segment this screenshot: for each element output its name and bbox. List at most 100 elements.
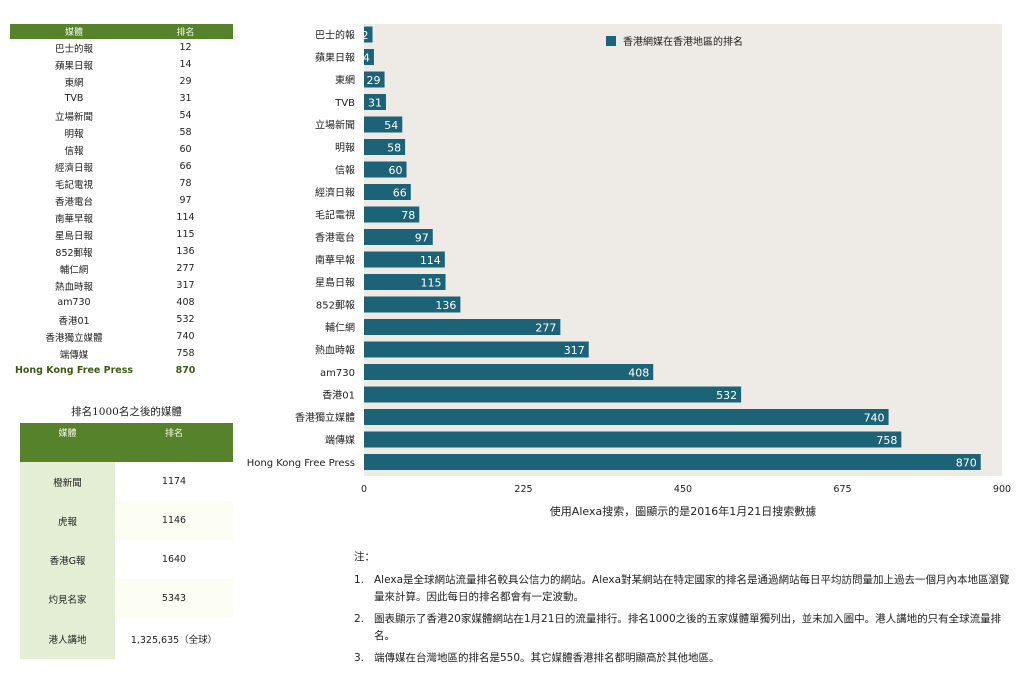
note-item: 3. 端傳媒在台灣地區的排名是550。其它媒體香港排名都明顯高於其他地區。 xyxy=(354,650,1014,667)
table-row: 852郵報 136 xyxy=(10,243,233,260)
data-label: 31 xyxy=(368,97,382,110)
below-1000-header: 媒體 排名 xyxy=(20,423,233,462)
notes-heading: 注： xyxy=(354,551,375,563)
table-row: 巴士的報 12 xyxy=(10,39,233,56)
data-label: 277 xyxy=(535,322,556,335)
media-name-cell: 立場新聞 xyxy=(54,111,93,123)
data-label: 78 xyxy=(401,209,415,222)
table-row: TVB 31 xyxy=(10,90,233,107)
header-rank: 排名 xyxy=(138,24,233,39)
bar xyxy=(364,364,654,380)
category-label: am730 xyxy=(320,368,355,379)
table-row: 立場新聞 54 xyxy=(10,107,233,124)
media-name-cell: 852郵報 xyxy=(55,247,93,259)
category-label: 信報 xyxy=(335,165,355,177)
category-label: 巴士的報 xyxy=(315,29,355,42)
bar xyxy=(364,161,407,178)
rank-cell: 1,325,635（全球） xyxy=(115,618,233,659)
note-item: 1. Alexa是全球網站流量排名較具公信力的網站。Alexa對某網站在特定國家的… xyxy=(354,572,1014,606)
media-name-cell: 港人講地 xyxy=(20,618,115,659)
category-label: 蘋果日報 xyxy=(315,52,355,64)
media-name-cell: 經濟日報 xyxy=(54,162,93,174)
rank-cell: 114 xyxy=(176,212,195,223)
table-row: 經濟日報 66 xyxy=(10,158,233,175)
rank-cell: 1146 xyxy=(115,501,233,540)
media-name-cell: 明報 xyxy=(64,128,84,140)
data-label: 54 xyxy=(384,119,398,132)
table-row: 灼見名家 5343 xyxy=(20,579,233,618)
rank-cell: 14 xyxy=(179,59,192,70)
table-row: Hong Kong Free Press 870 xyxy=(10,362,233,379)
category-label: 香港電台 xyxy=(315,231,355,244)
media-name-cell: 香港獨立媒體 xyxy=(45,332,103,344)
category-label: 星島日報 xyxy=(315,276,355,289)
media-name-cell: 東網 xyxy=(64,77,84,89)
media-name-cell: 香港G報 xyxy=(20,540,115,579)
category-label: 端傳媒 xyxy=(325,434,355,447)
rank-cell: 277 xyxy=(176,263,195,274)
bar xyxy=(364,94,386,110)
category-label: 852郵報 xyxy=(316,300,355,312)
table-row: 橙新聞 1174 xyxy=(20,462,233,501)
x-tick-label: 900 xyxy=(993,484,1011,495)
category-label: 香港01 xyxy=(322,390,355,402)
category-label: 東網 xyxy=(335,74,355,87)
table-row: 港人講地 1,325,635（全球） xyxy=(20,618,233,659)
bar xyxy=(364,71,385,88)
category-label: 南華早報 xyxy=(315,254,355,267)
data-label: 60 xyxy=(389,164,403,177)
media-name-cell: 灼見名家 xyxy=(20,579,115,618)
rank-cell: 115 xyxy=(176,229,195,240)
bar xyxy=(364,274,446,290)
media-name-cell: 虎報 xyxy=(20,501,115,540)
media-name-cell: 熱血時報 xyxy=(54,281,93,293)
media-name-cell: 橙新聞 xyxy=(20,462,115,501)
rank-cell: 60 xyxy=(179,144,192,155)
bar xyxy=(364,116,403,133)
media-name-cell: 輔仁網 xyxy=(59,264,89,276)
table-row: 毛記電視 78 xyxy=(10,175,233,192)
rank-cell: 97 xyxy=(179,195,192,206)
ranking-table-header: 媒體 排名 xyxy=(10,24,233,39)
bar xyxy=(364,26,373,43)
data-label: 317 xyxy=(564,344,585,357)
rank-cell: 29 xyxy=(179,76,192,87)
bar xyxy=(364,319,561,335)
category-label: Hong Kong Free Press xyxy=(247,458,355,469)
note-text: Alexa是全球網站流量排名較具公信力的網站。Alexa對某網站在特定國家的排名… xyxy=(374,574,1010,603)
data-label: 136 xyxy=(435,299,456,312)
bar xyxy=(364,139,406,155)
rank-cell: 31 xyxy=(179,93,192,104)
x-tick-label: 450 xyxy=(674,484,692,495)
data-label: 115 xyxy=(421,277,442,290)
table-row: 輔仁網 277 xyxy=(10,260,233,277)
media-name-cell: 端傳媒 xyxy=(59,349,89,361)
note-number: 2. xyxy=(354,613,365,625)
data-label: 14 xyxy=(356,52,370,65)
legend-swatch xyxy=(606,36,616,46)
below-1000-table: 媒體 排名 橙新聞 1174 虎報 1146 香港G報 1640 灼見名家 5343 港人講地 1… xyxy=(20,423,233,659)
media-name-cell: 南華早報 xyxy=(54,213,93,225)
category-label: 香港獨立媒體 xyxy=(295,411,355,424)
data-label: 97 xyxy=(415,232,429,245)
data-label: 12 xyxy=(355,29,369,42)
rank-cell: 66 xyxy=(179,161,192,172)
bar xyxy=(364,206,420,223)
rank-cell: 58 xyxy=(179,127,192,138)
rank-cell: 758 xyxy=(176,348,195,359)
header-media: 媒體 xyxy=(10,24,138,39)
rank-cell: 54 xyxy=(179,110,192,121)
table-row: 星島日報 115 xyxy=(10,226,233,243)
x-axis-title: 使用Alexa搜索，圖顯示的是2016年1月21日搜索數據 xyxy=(549,505,817,518)
table-row: 香港G報 1640 xyxy=(20,540,233,579)
data-label: 114 xyxy=(420,254,441,267)
x-tick-label: 225 xyxy=(514,484,532,495)
bar xyxy=(364,341,589,358)
bar xyxy=(364,184,411,200)
media-name-cell: Hong Kong Free Press xyxy=(14,365,134,376)
table-row: 南華早報 114 xyxy=(10,209,233,226)
data-label: 758 xyxy=(876,434,897,447)
rank-cell: 12 xyxy=(179,42,192,53)
rank-cell: 317 xyxy=(176,280,195,291)
